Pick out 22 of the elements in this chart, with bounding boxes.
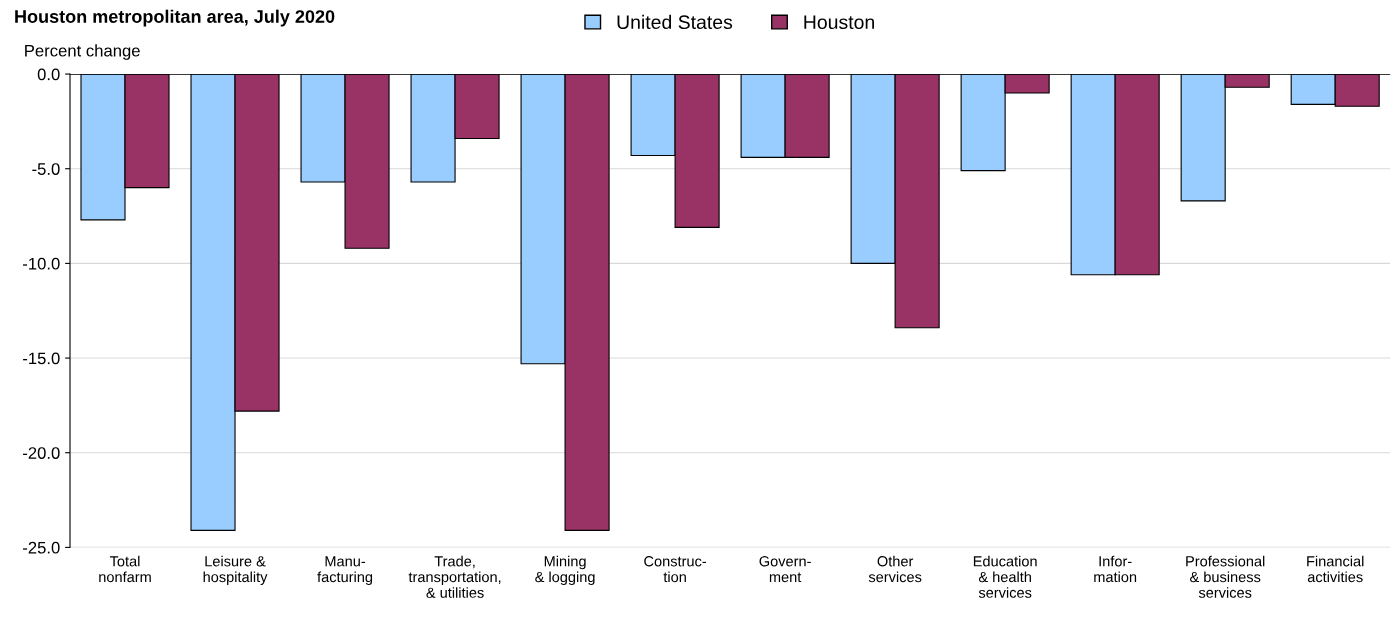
y-tick-label: -10.0 (23, 257, 60, 270)
y-tick-label: -15.0 (23, 352, 60, 365)
x-tick-label: Trade, transportation, & utilities (408, 555, 501, 598)
chart-title: Houston metropolitan area, July 2020 (15, 9, 335, 27)
x-tick-label: Leisure & hospitality (203, 555, 268, 586)
y-axis-title: Percent change (25, 44, 140, 60)
y-tick-label: 0.0 (37, 68, 60, 81)
x-tick-label: Other services (868, 555, 922, 583)
y-tick-label: -25.0 (23, 541, 60, 554)
x-tick-label: Professional & business services (1186, 555, 1265, 598)
x-tick-label: Manu- facturing (317, 556, 373, 586)
y-tick-label: -20.0 (23, 447, 60, 459)
legend-label: Houston (804, 15, 874, 30)
x-tick-label: Financial activities (1307, 555, 1364, 583)
x-tick-label: Infor- mation (1094, 555, 1137, 583)
y-tick-label: -5.0 (32, 163, 60, 175)
x-tick-label: Govern- ment (759, 556, 811, 583)
x-tick-label: Education & health services (973, 555, 1037, 598)
x-tick-label: Total nonfarm (99, 555, 151, 583)
x-tick-label: Mining & logging (535, 555, 595, 586)
x-tick-label: Construc- tion (644, 556, 707, 583)
legend-label: United States (617, 14, 733, 30)
